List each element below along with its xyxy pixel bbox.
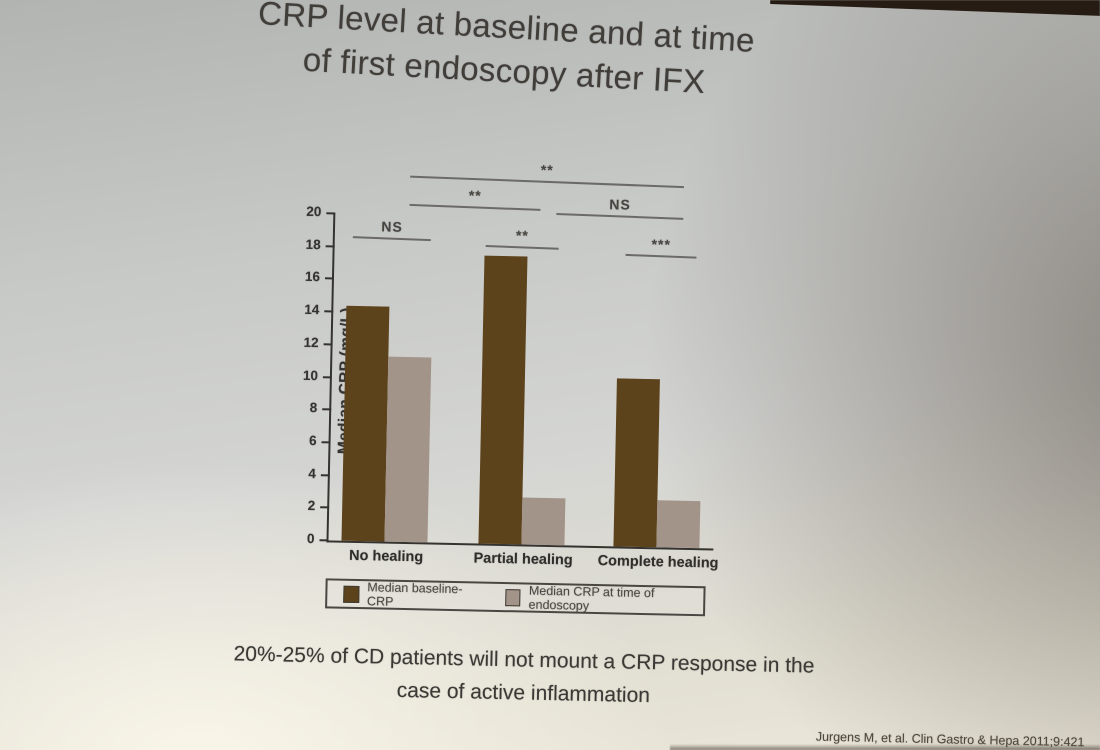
y-axis-tick-label: 2 (307, 498, 316, 514)
y-axis-tick-label: 0 (306, 530, 315, 547)
y-axis-tick (322, 408, 332, 411)
y-axis-tick-label: 8 (309, 400, 318, 416)
legend-label: Median baseline-CRP (366, 580, 463, 609)
legend-item-1: Median baseline-CRP (343, 580, 479, 611)
significance-label-6: *** (651, 236, 672, 253)
bar-endoscopy-group1 (384, 356, 432, 543)
y-axis-tick (323, 343, 333, 346)
y-axis-tick-label: 10 (302, 367, 319, 383)
legend-label: Median CRP at time of endoscopy (528, 583, 655, 613)
plot-area: 0 2 4 6 8 10 12 14 16 18 20 (303, 204, 721, 551)
legend-swatch-icon (343, 585, 360, 603)
bar-endoscopy-group2 (521, 497, 566, 546)
screen-edge-bottom (670, 744, 1100, 750)
significance-label-3: NS (609, 196, 631, 213)
bar-endoscopy-group3 (656, 499, 701, 549)
y-axis-tick-label: 12 (303, 334, 319, 350)
y-axis-tick (325, 244, 335, 248)
significance-label-5: ** (515, 227, 530, 244)
bar-baseline-group2 (478, 255, 528, 545)
y-axis-tick (326, 212, 336, 215)
y-axis-tick-label: 6 (308, 432, 317, 449)
legend-item-2: Median CRP at time of endoscopy (504, 583, 704, 615)
y-axis-tick (320, 473, 330, 477)
significance-line-2 (409, 203, 541, 211)
y-axis-tick (322, 375, 332, 378)
x-axis-label-3: Complete healing (597, 553, 719, 572)
significance-label-4: NS (381, 218, 403, 235)
chart-legend: Median baseline-CRP Median CRP at time of… (325, 578, 706, 617)
y-axis-tick-label: 4 (308, 465, 317, 481)
significance-label-2: ** (468, 187, 482, 204)
y-axis-tick (324, 310, 334, 313)
y-axis-tick-label: 16 (304, 269, 321, 285)
bar-baseline-group1 (341, 305, 390, 542)
y-axis-tick (320, 506, 330, 509)
y-axis-tick (319, 539, 329, 542)
bar-baseline-group3 (613, 378, 660, 548)
y-axis-tick (324, 277, 334, 280)
significance-label-1: ** (540, 161, 554, 179)
y-axis-tick-label: 18 (305, 236, 321, 252)
legend-swatch-icon (504, 588, 521, 606)
y-axis-tick-label: 20 (306, 203, 322, 220)
y-axis-tick (321, 441, 331, 444)
y-axis-tick-label: 14 (304, 301, 320, 318)
